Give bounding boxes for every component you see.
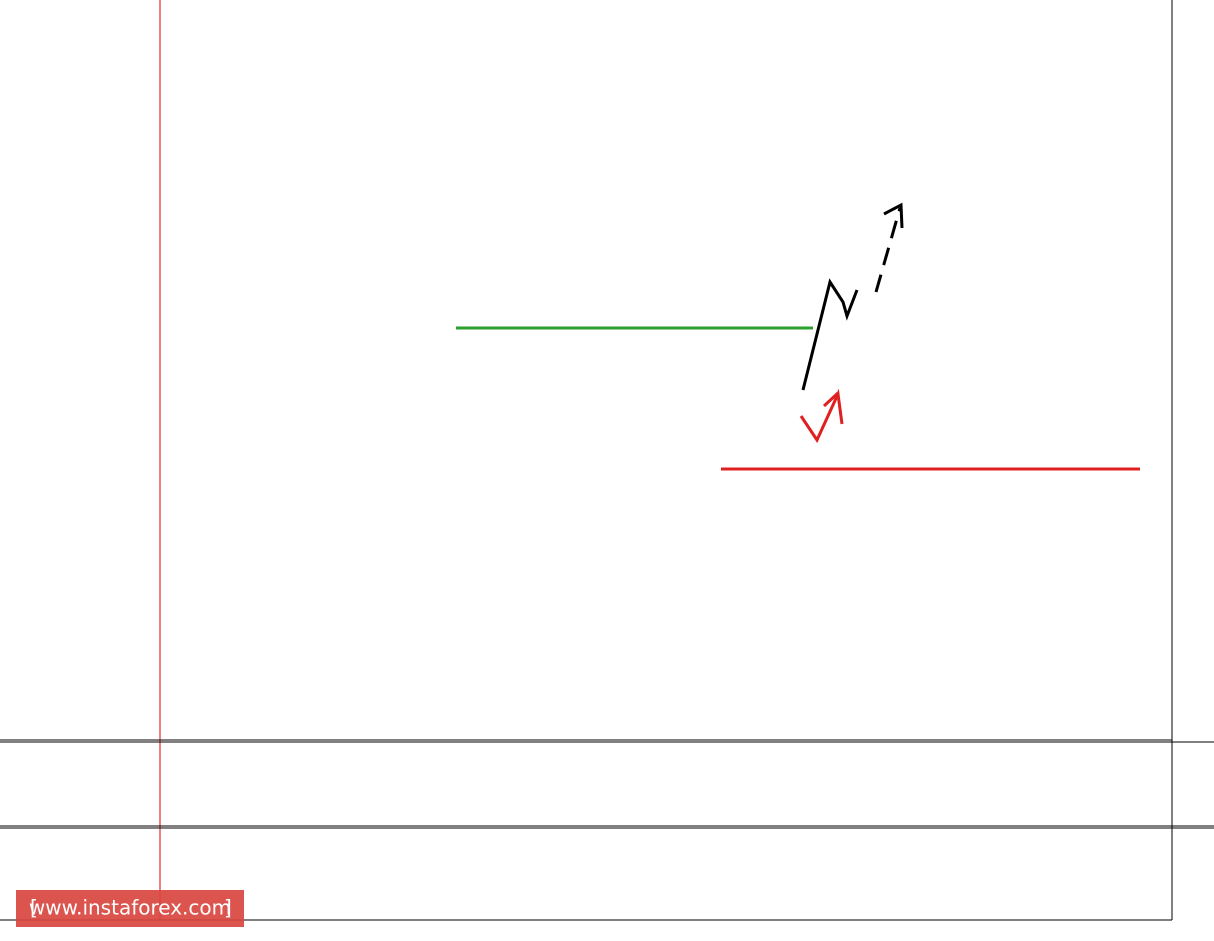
watermark-text: www.instaforex.com [29, 896, 231, 920]
axis-area [1172, 0, 1214, 941]
watermark: www.instaforex.com [ ] [16, 890, 244, 927]
forecast-arrow-up [801, 202, 904, 391]
bracket: ] [224, 896, 232, 920]
bracket: [ [30, 896, 38, 920]
forecast-arrow-down [799, 388, 844, 444]
